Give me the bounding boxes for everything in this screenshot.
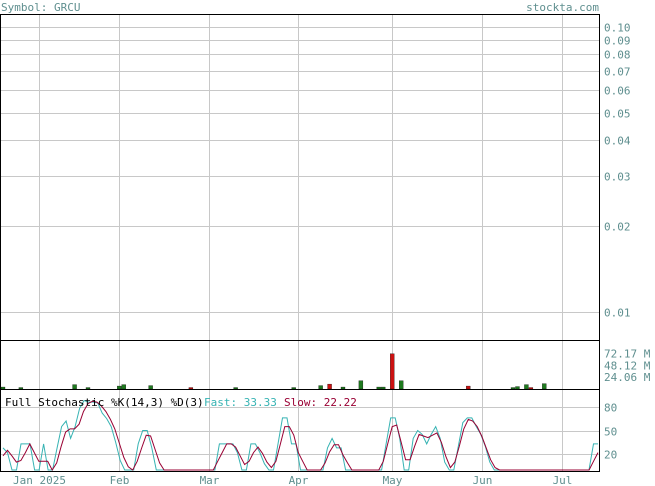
stochastic-axis: 80 50 20 <box>604 402 617 462</box>
price-tick-label: 0.08 <box>604 49 631 62</box>
stochastic-tick-label: 50 <box>604 426 617 439</box>
volume-bar <box>528 387 534 390</box>
site-name[interactable]: stockta.com <box>526 1 599 14</box>
volume-bar <box>18 387 24 390</box>
month-label: Jun <box>473 474 493 486</box>
volume-bar <box>291 387 296 390</box>
volume-tick-label: 48.12 M <box>604 359 651 372</box>
price-tick-label: 0.09 <box>604 35 631 48</box>
price-tick-label: 0.05 <box>604 108 631 121</box>
grid <box>1 15 599 471</box>
volume-bar <box>390 353 395 390</box>
month-label: Apr <box>289 474 309 486</box>
price-tick-label: 0.06 <box>604 85 631 98</box>
stochastic-tick-label: 80 <box>604 402 617 415</box>
price-axis: 0.100.090.08 0.07 0.06 0.05 0.04 0.03 0.02 0.01 <box>604 22 631 320</box>
volume-bar <box>327 383 332 390</box>
volume-tick-label: 24.06 M <box>604 371 651 384</box>
volume-axis: 72.17 M48.12 M24.06 M <box>604 348 651 385</box>
slow-label: Slow: 22.22 <box>284 396 357 409</box>
volume-bar <box>399 380 404 390</box>
volume-bar <box>117 385 122 390</box>
volume-bar <box>72 384 77 390</box>
volume-bar <box>148 385 153 390</box>
month-axis: Jan 2025 Feb Mar Apr May Jun Jul <box>13 474 572 486</box>
symbol-label: Symbol: GRCU <box>1 1 81 14</box>
slow-line <box>2 400 599 472</box>
volume-bar <box>542 383 547 390</box>
month-label: Feb <box>110 474 130 486</box>
volume-bar <box>376 386 381 390</box>
volume-bar <box>318 385 323 390</box>
volume-bar <box>381 386 386 390</box>
volume-bar <box>466 385 471 390</box>
volume-bar <box>188 387 194 390</box>
price-tick-label: 0.03 <box>604 171 631 184</box>
price-tick-label: 0.01 <box>604 307 631 320</box>
volume-bar <box>524 384 529 390</box>
month-label: Jan 2025 <box>13 474 66 486</box>
price-tick-label: 0.02 <box>604 221 631 234</box>
price-tick-label: 0.04 <box>604 135 631 148</box>
volume-bar <box>233 387 238 390</box>
month-label: May <box>383 474 403 486</box>
volume-bar <box>358 380 364 390</box>
volume-bar <box>121 384 126 390</box>
stochastic-lines <box>2 399 599 472</box>
month-label: Mar <box>200 474 220 486</box>
month-label: Jul <box>553 474 573 486</box>
volume-bar <box>515 386 520 390</box>
fast-label: Fast: 33.33 <box>204 396 277 409</box>
stochastic-tick-label: 20 <box>604 449 617 462</box>
fast-line <box>2 399 598 471</box>
volume-bar <box>510 387 516 390</box>
price-tick-label: 0.10 <box>604 22 631 35</box>
volume-bar <box>0 386 6 390</box>
stochastic-panel-frame <box>0 389 600 472</box>
volume-bars <box>0 353 547 390</box>
volume-bar <box>340 386 346 390</box>
price-panel-frame <box>0 14 600 341</box>
volume-tick-label: 72.17 M <box>604 348 651 361</box>
panel-frames <box>0 14 600 472</box>
volume-bar <box>85 387 91 390</box>
price-tick-label: 0.07 <box>604 66 631 79</box>
stochastic-title: Full Stochastic %K(14,3) %D(3) <box>5 396 204 409</box>
volume-panel-frame <box>0 340 600 390</box>
